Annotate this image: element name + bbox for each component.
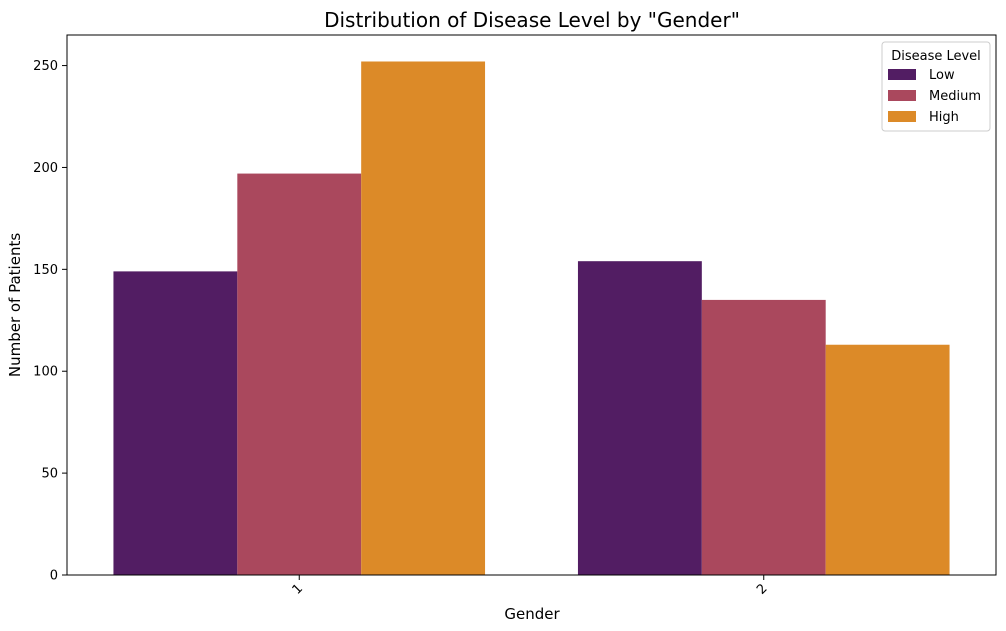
legend-label-low: Low	[929, 68, 955, 83]
y-tick-label: 200	[33, 161, 58, 176]
y-tick-label: 250	[33, 59, 58, 74]
y-axis: 0 50 100 150 200 250	[33, 59, 67, 584]
bar-medium-gender-1	[237, 173, 362, 575]
x-tick-label: 1	[290, 581, 306, 597]
legend-label-high: High	[929, 110, 959, 125]
legend-label-medium: Medium	[929, 89, 981, 104]
bar-high-gender-2	[825, 344, 950, 575]
legend-frame	[881, 41, 991, 132]
y-tick-label: 0	[50, 569, 58, 584]
legend-swatch-high	[888, 111, 916, 122]
legend-swatch-low	[888, 69, 916, 80]
chart-title: Distribution of Disease Level by "Gender…	[324, 8, 740, 32]
bars-group	[113, 61, 950, 576]
x-tick-label: 2	[754, 581, 770, 597]
legend-title: Disease Level	[891, 49, 981, 64]
y-axis-label: Number of Patients	[6, 233, 24, 377]
bar-low-gender-1	[113, 271, 238, 575]
bar-low-gender-2	[577, 261, 702, 575]
y-tick-label: 150	[33, 263, 58, 278]
legend: Disease Level Low Medium High	[881, 41, 991, 132]
x-axis-label: Gender	[504, 605, 560, 623]
plot-frame	[66, 34, 997, 576]
legend-items: Low Medium High	[888, 68, 981, 125]
y-tick-label: 100	[33, 365, 58, 380]
bar-high-gender-1	[361, 61, 486, 576]
y-tick-label: 50	[41, 467, 58, 482]
bar-medium-gender-2	[701, 299, 826, 575]
legend-swatch-medium	[888, 90, 916, 101]
